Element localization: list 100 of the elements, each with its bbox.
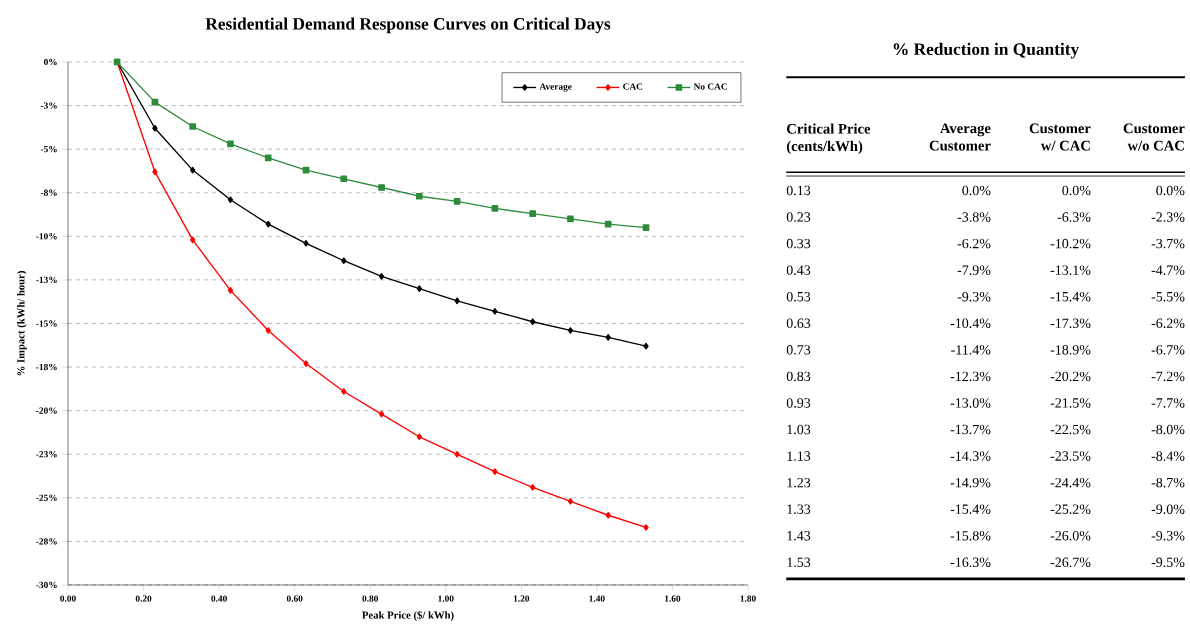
point — [416, 192, 423, 200]
text: -25.2% — [1050, 504, 1091, 514]
point — [530, 318, 536, 326]
text: Critical Price (cents/kWh) — [786, 123, 871, 155]
legend-label: No CAC — [693, 83, 727, 90]
text: -10.4% — [950, 318, 991, 329]
text: 0.23 — [786, 212, 811, 222]
point — [454, 297, 460, 305]
text: Customer w/ CAC — [1029, 123, 1091, 151]
text: Customer w/o CAC — [1123, 123, 1185, 151]
text: -13.1% — [1050, 265, 1091, 275]
text: -21.5% — [1050, 398, 1091, 408]
text: 0.53 — [786, 291, 811, 302]
point — [605, 511, 611, 519]
legend-label: Average — [539, 83, 572, 92]
x-axis-title: Peak Price ($/ kWh) — [362, 610, 454, 621]
text: -12.3% — [950, 371, 991, 382]
text: -8.7% — [1151, 477, 1185, 488]
y-tick-label: -3% — [40, 102, 57, 109]
y-tick-label: -5% — [40, 145, 57, 153]
text: 1.03 — [787, 424, 811, 435]
text: % Reduction in Quantity — [893, 42, 1080, 59]
point — [341, 257, 347, 265]
text: -2.3% — [1151, 212, 1185, 222]
text: -16.3% — [950, 557, 991, 568]
point — [643, 524, 649, 531]
text: -9.5% — [1151, 557, 1185, 568]
text: -9.0% — [1151, 504, 1185, 514]
y-tick-label: -25% — [36, 494, 57, 501]
point — [642, 224, 650, 231]
text: -6.7% — [1151, 345, 1185, 355]
point — [491, 205, 499, 212]
text: -8.4% — [1151, 451, 1185, 461]
text: -3.7% — [1151, 238, 1185, 249]
x-tick-label: 1.40 — [589, 595, 605, 602]
text: -7.7% — [1151, 398, 1185, 408]
x-tick-label: 1.20 — [513, 595, 530, 602]
text: 1.43 — [787, 531, 811, 541]
point — [567, 215, 574, 223]
x-tick-label: 0.00 — [60, 595, 76, 602]
text: -24.4% — [1050, 477, 1091, 488]
point — [530, 484, 536, 491]
text: -17.3% — [1050, 318, 1091, 329]
point — [227, 196, 234, 204]
text: 0.43 — [786, 265, 811, 275]
x-tick-label: 0.40 — [211, 595, 227, 602]
text: -3.8% — [957, 212, 991, 222]
point — [152, 124, 158, 132]
point — [341, 388, 347, 395]
text: -7.9% — [957, 265, 991, 275]
text: -14.9% — [950, 477, 991, 488]
point — [152, 168, 158, 176]
point — [378, 410, 385, 418]
point — [567, 327, 574, 334]
y-tick-label: 0% — [43, 58, 57, 66]
legend-label: CAC — [623, 83, 643, 90]
text: -15.4% — [1050, 291, 1091, 302]
point — [264, 154, 272, 162]
point — [303, 239, 309, 247]
point — [378, 184, 385, 191]
text: 1.53 — [787, 557, 811, 568]
point — [454, 450, 460, 458]
text: 0.0% — [962, 185, 991, 196]
text: -9.3% — [1151, 531, 1185, 541]
text: -6.2% — [1151, 318, 1185, 329]
point — [190, 236, 196, 244]
text: -20.2% — [1050, 371, 1091, 382]
text: 0.33 — [786, 238, 811, 249]
point — [227, 140, 234, 148]
text: 0.63 — [786, 318, 811, 329]
point — [189, 123, 197, 130]
text: 0.73 — [786, 345, 811, 355]
point — [605, 334, 611, 341]
text: -22.5% — [1050, 424, 1091, 435]
point — [340, 175, 348, 183]
point — [265, 220, 271, 228]
point — [416, 433, 422, 441]
x-tick-label: 1.60 — [665, 595, 681, 602]
text: -4.7% — [1151, 265, 1185, 275]
point — [492, 307, 498, 315]
x-tick-label: 0.60 — [286, 595, 303, 602]
point — [492, 468, 498, 476]
y-tick-label: -20% — [36, 407, 57, 414]
x-tick-label: 1.80 — [740, 595, 756, 602]
y-tick-label: -23% — [36, 451, 57, 458]
text: -26.7% — [1050, 557, 1091, 568]
y-tick-label: -13% — [36, 276, 57, 284]
text: -23.5% — [1050, 451, 1091, 461]
chart-title: Residential Demand Response Curves on Critical Days — [205, 17, 611, 34]
point — [303, 360, 309, 367]
text: -8.0% — [1151, 424, 1185, 435]
text: -5.5% — [1151, 291, 1185, 302]
point — [567, 497, 574, 505]
point — [378, 273, 385, 280]
y-tick-label: -15% — [36, 320, 57, 327]
text: 1.13 — [787, 451, 811, 461]
text: -6.3% — [1057, 212, 1091, 222]
text: -6.2% — [957, 238, 991, 249]
y-axis-title: % Impact (kWh/ hour) — [17, 271, 27, 376]
text: -9.3% — [957, 291, 991, 302]
